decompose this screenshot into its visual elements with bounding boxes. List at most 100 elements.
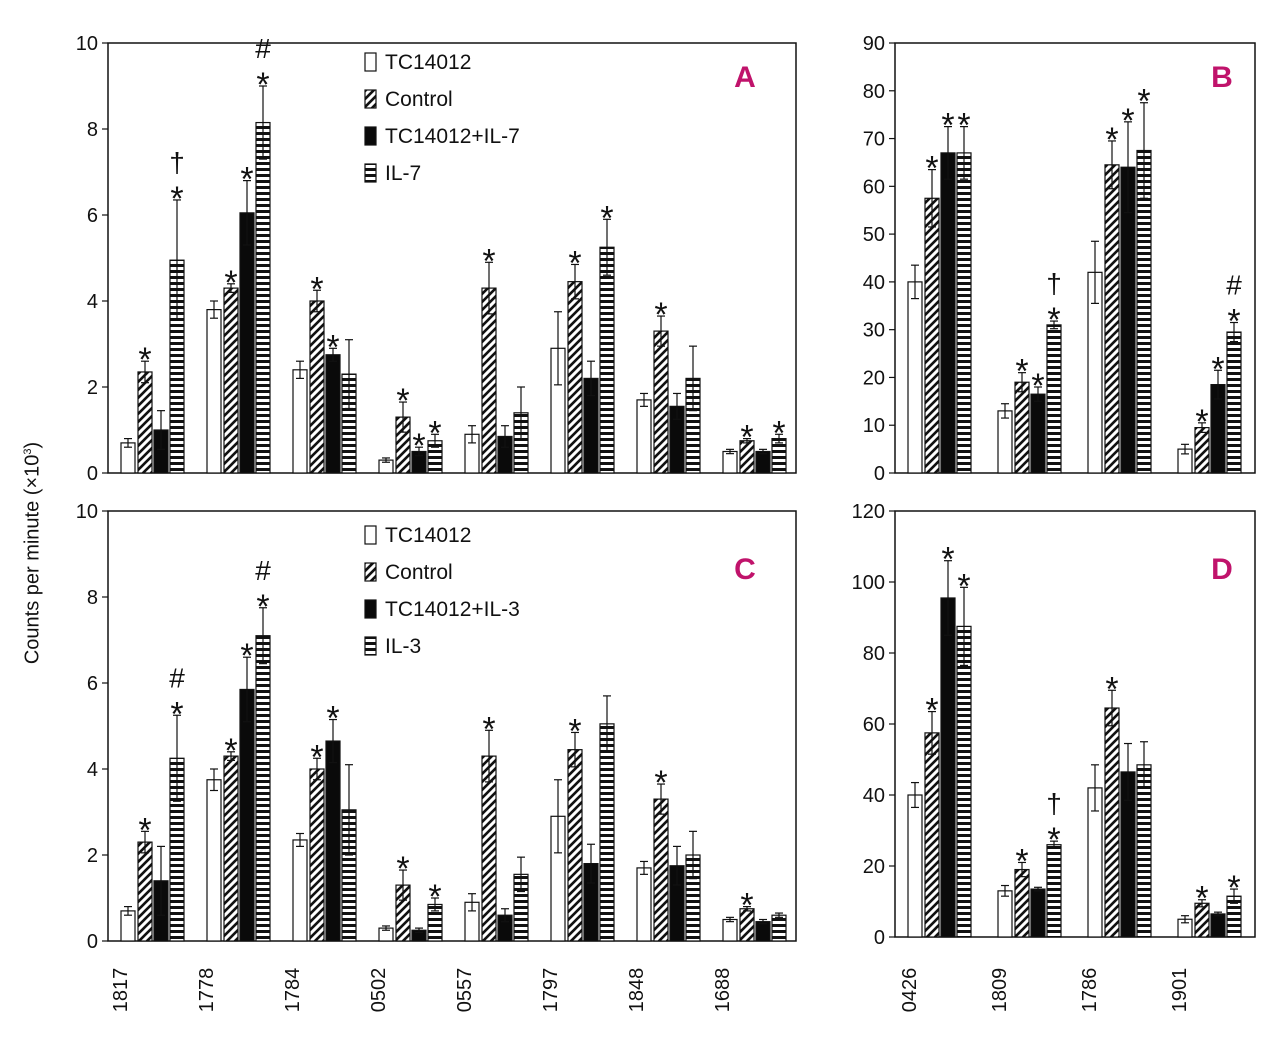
- significance-star: *: [482, 242, 495, 280]
- significance-star: *: [1031, 367, 1044, 405]
- category-label: 1786: [1079, 968, 1101, 1013]
- panel-label-B: B: [1211, 61, 1233, 94]
- bar: [636, 399, 652, 474]
- significance-star: *: [170, 180, 183, 218]
- bar: [1210, 913, 1226, 938]
- significance-star: *: [326, 328, 339, 366]
- significance-mark: #: [1226, 270, 1242, 301]
- legend-swatch: [364, 89, 377, 109]
- y-tick-label: 8: [87, 587, 98, 609]
- y-axis-label: Counts per minute (×103): [22, 442, 45, 664]
- y-tick-label: 80: [863, 643, 885, 665]
- legend-swatch: [364, 636, 377, 656]
- category-label: 1809: [989, 968, 1011, 1013]
- significance-star: *: [428, 414, 441, 452]
- bar: [309, 768, 325, 942]
- y-tick-label: 0: [874, 927, 885, 949]
- bar: [940, 597, 956, 938]
- category-label: 1901: [1169, 968, 1191, 1013]
- bar: [137, 841, 153, 942]
- plot-frame: [107, 42, 797, 474]
- y-tick-label: 4: [87, 759, 98, 781]
- category-label: 1817: [110, 968, 132, 1013]
- bar: [255, 635, 271, 942]
- bar: [722, 450, 738, 474]
- significance-star: *: [941, 107, 954, 145]
- bar: [239, 212, 255, 474]
- bar: [653, 798, 669, 942]
- bar: [997, 410, 1013, 474]
- category-label: 1688: [712, 968, 734, 1013]
- y-tick-label: 6: [87, 205, 98, 227]
- significance-mark: †: [169, 147, 185, 178]
- bar: [599, 246, 615, 474]
- bar: [325, 354, 341, 474]
- bar: [1136, 764, 1152, 938]
- bar: [1104, 707, 1120, 938]
- category-label: 0557: [454, 968, 476, 1013]
- significance-mark: #: [255, 33, 271, 64]
- significance-star: *: [1105, 121, 1118, 159]
- significance-star: *: [654, 296, 667, 334]
- bar: [907, 794, 923, 938]
- significance-star: *: [1015, 842, 1028, 880]
- significance-star: *: [256, 66, 269, 104]
- significance-star: *: [240, 161, 253, 199]
- legend-label: TC14012+IL-7: [385, 125, 520, 148]
- bar: [481, 755, 497, 942]
- panel-C: 0246810C**#1817***#1778**1784**0502*0557…: [76, 501, 797, 1013]
- category-label: 0502: [368, 968, 390, 1013]
- significance-star: *: [600, 199, 613, 237]
- legend-label: IL-7: [385, 162, 421, 185]
- significance-star: *: [740, 419, 753, 457]
- significance-star: *: [1047, 821, 1060, 859]
- legend-swatch: [364, 599, 377, 619]
- significance-star: *: [1121, 102, 1134, 140]
- significance-star: *: [1227, 303, 1240, 341]
- bar: [722, 918, 738, 942]
- legend-swatch: [364, 126, 377, 146]
- category-label: 1797: [540, 968, 562, 1013]
- bar: [997, 890, 1013, 938]
- y-tick-label: 10: [863, 415, 885, 437]
- significance-star: *: [138, 811, 151, 849]
- legend-swatch: [364, 52, 377, 72]
- legend-label: Control: [385, 561, 453, 584]
- legend-swatch: [364, 562, 377, 582]
- significance-star: *: [326, 700, 339, 738]
- bar: [292, 839, 308, 942]
- legend-label: IL-3: [385, 635, 421, 658]
- y-tick-label: 0: [87, 931, 98, 953]
- legend-swatch: [364, 525, 377, 545]
- y-tick-label: 0: [874, 463, 885, 485]
- y-tick-label: 60: [863, 176, 885, 198]
- category-label: 1784: [282, 968, 304, 1013]
- significance-star: *: [941, 541, 954, 579]
- y-axis-label-close: ): [21, 441, 44, 449]
- bar: [771, 914, 787, 942]
- significance-star: *: [310, 270, 323, 308]
- y-tick-label: 4: [87, 291, 98, 313]
- bar: [206, 309, 222, 474]
- y-tick-label: 20: [863, 367, 885, 389]
- y-tick-label: 8: [87, 119, 98, 141]
- y-tick-label: 10: [76, 501, 98, 523]
- bar: [755, 921, 771, 942]
- y-tick-label: 20: [863, 856, 885, 878]
- significance-star: *: [138, 341, 151, 379]
- bar: [309, 300, 325, 474]
- y-tick-label: 60: [863, 714, 885, 736]
- y-tick-label: 40: [863, 272, 885, 294]
- significance-star: *: [256, 588, 269, 626]
- category-label: 1848: [626, 968, 648, 1013]
- plot-frame: [107, 510, 797, 942]
- significance-star: *: [1211, 350, 1224, 388]
- significance-star: *: [1195, 880, 1208, 918]
- significance-star: *: [568, 712, 581, 750]
- legend-label: TC14012: [385, 524, 471, 547]
- legend: TC14012 Control TC14012+IL-3 IL-3: [364, 524, 520, 658]
- category-label: 1778: [196, 968, 218, 1013]
